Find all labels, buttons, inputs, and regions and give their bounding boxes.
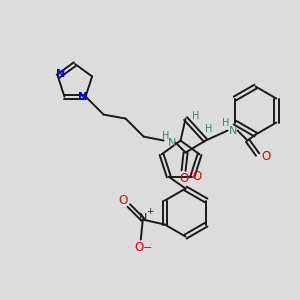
Text: H: H	[205, 124, 212, 134]
Text: H: H	[222, 118, 229, 128]
Text: N: N	[228, 126, 237, 136]
Text: O: O	[193, 170, 202, 183]
Text: −: −	[143, 243, 152, 253]
Text: H: H	[192, 111, 199, 121]
Text: H: H	[162, 130, 169, 141]
Text: O: O	[134, 241, 143, 254]
Text: N: N	[139, 213, 147, 223]
Text: O: O	[261, 150, 270, 163]
Text: N: N	[167, 138, 176, 148]
Text: +: +	[146, 207, 154, 216]
Text: N: N	[78, 92, 87, 102]
Text: O: O	[118, 194, 128, 207]
Text: N: N	[56, 69, 65, 80]
Text: O: O	[179, 172, 188, 185]
